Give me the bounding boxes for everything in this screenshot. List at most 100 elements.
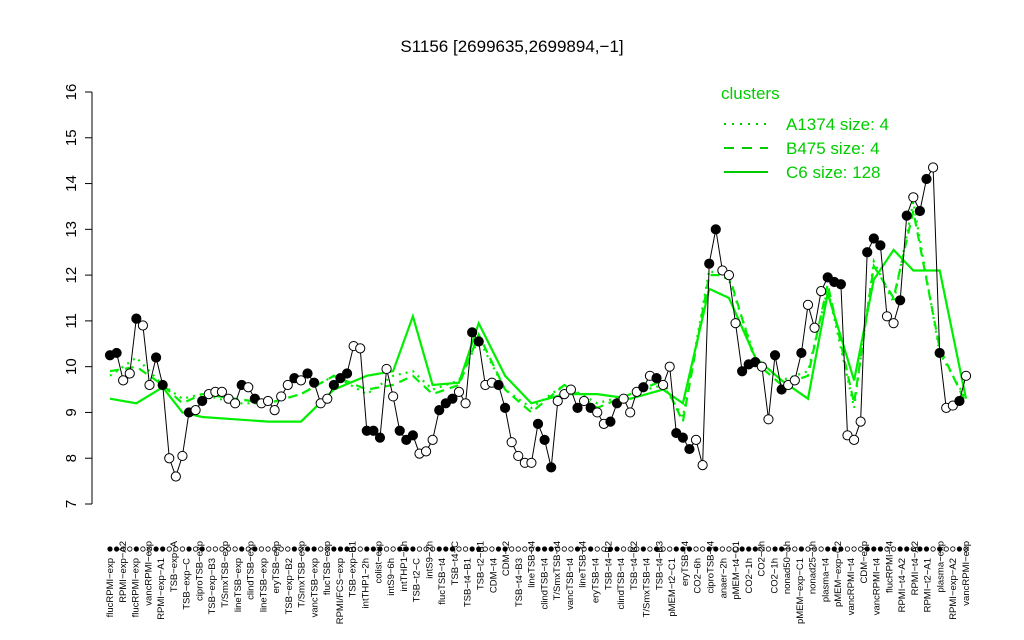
- data-point: [295, 375, 307, 386]
- y-axis: 7 8 9 10 11 12 13 14 15 16: [63, 84, 92, 508]
- rug-point: [160, 546, 166, 552]
- x-tick-label: intS9−6h: [386, 558, 397, 596]
- rug-point: [798, 546, 804, 552]
- rug-point: [726, 546, 732, 552]
- data-point: [131, 313, 142, 324]
- rug-point: [785, 546, 791, 552]
- data-point: [427, 434, 438, 446]
- data-point: [506, 437, 517, 448]
- data-point: [737, 366, 748, 377]
- x-tick-label: vancTSB−t4: [565, 558, 576, 610]
- rug-point: [871, 546, 877, 552]
- rug-point: [805, 546, 811, 552]
- rug-point: [232, 546, 238, 552]
- data-point: [789, 375, 800, 386]
- sample-rug: [107, 546, 969, 552]
- data-point: [216, 386, 228, 397]
- data-point: [137, 320, 149, 331]
- sample-series-line: [109, 165, 967, 479]
- data-point: [322, 393, 333, 404]
- rug-point: [133, 546, 139, 552]
- rug-point: [258, 546, 265, 552]
- legend-label-b475: B475 size: 4: [786, 139, 880, 158]
- data-point: [809, 322, 820, 333]
- rug-point: [298, 546, 304, 552]
- rug-point: [225, 546, 232, 552]
- rug-point: [851, 546, 857, 552]
- data-point: [802, 299, 814, 310]
- data-point: [467, 327, 478, 338]
- y-tick-label: 9: [63, 408, 80, 416]
- data-point: [638, 382, 649, 393]
- rug-point: [476, 546, 482, 552]
- rug-point: [186, 546, 192, 552]
- x-tick-label: flucTSB−t4: [437, 558, 448, 605]
- legend: clusters A1374 size: 4 B475 size: 4 C6 s…: [721, 84, 889, 182]
- rug-point: [140, 546, 146, 552]
- data-point: [914, 205, 926, 217]
- data-point: [407, 430, 418, 441]
- x-tick-label: TSB−exp−C: [182, 558, 193, 610]
- rug-point: [535, 546, 541, 552]
- cluster-line-b475: [109, 210, 967, 426]
- data-point: [723, 270, 735, 281]
- data-point: [756, 361, 767, 372]
- x-tick-label: colist−exp: [373, 541, 384, 584]
- rug-point: [489, 546, 495, 552]
- rug-point: [528, 546, 535, 552]
- data-points: [104, 162, 972, 482]
- rug-point: [265, 546, 271, 552]
- data-point: [190, 405, 201, 416]
- data-point: [309, 377, 320, 388]
- rug-point: [897, 546, 903, 552]
- x-tick-label: flucRPMI−exp: [131, 558, 142, 617]
- data-point: [532, 418, 544, 429]
- rug-point: [568, 546, 574, 552]
- x-tick-label: pMEM−exp−C1: [795, 558, 806, 624]
- rug-point: [574, 546, 581, 552]
- rug-point: [410, 546, 416, 552]
- x-tick-label: RPMI−exp−A2: [948, 558, 959, 620]
- data-point: [592, 407, 603, 418]
- data-point: [513, 450, 524, 462]
- data-point: [394, 425, 405, 436]
- rug-point: [107, 546, 113, 552]
- x-tick-label: lineTSB−exp: [233, 558, 244, 612]
- x-tick-label: TSB−t4−B2: [603, 541, 614, 590]
- data-point: [368, 425, 379, 436]
- rug-point: [673, 546, 679, 552]
- data-point: [111, 347, 122, 359]
- rug-point: [752, 546, 758, 552]
- data-point: [578, 395, 590, 407]
- data-point: [381, 363, 392, 375]
- x-tick-label: TSB−t4−B3: [514, 558, 525, 607]
- x-tick-label: ciproTSB−t4: [705, 541, 716, 594]
- data-point: [881, 311, 893, 322]
- rug-point: [239, 546, 245, 552]
- data-point: [177, 450, 188, 462]
- data-point: [651, 373, 662, 384]
- rug-point: [245, 546, 251, 552]
- rug-point: [495, 546, 502, 552]
- rug-point: [719, 546, 725, 552]
- data-point: [927, 162, 939, 173]
- rug-point: [706, 546, 712, 552]
- x-tick-label: flucRPMI−t4: [884, 541, 895, 593]
- x-tick-label: RPMI−exp−A1: [156, 558, 167, 620]
- x-tick-label: T/SmxTSB−exp: [297, 541, 308, 608]
- rug-point: [324, 546, 330, 552]
- x-tick-label: clindTSB−t4: [539, 558, 550, 610]
- rug-point: [212, 546, 218, 552]
- rug-point: [713, 546, 719, 552]
- data-point: [473, 336, 484, 347]
- rug-point: [792, 546, 798, 552]
- rug-point: [423, 546, 429, 552]
- y-tick-label: 7: [63, 500, 80, 508]
- x-tick-label: TSB−t4−B2: [629, 541, 640, 590]
- x-tick-label: vancRPMI−exp: [961, 541, 972, 606]
- rug-point: [331, 546, 337, 552]
- rug-point: [403, 546, 409, 552]
- x-tick-label: CDM−exp: [859, 541, 870, 584]
- rug-point: [890, 546, 897, 552]
- x-tick-label: pMEM−exp−C2: [833, 541, 844, 607]
